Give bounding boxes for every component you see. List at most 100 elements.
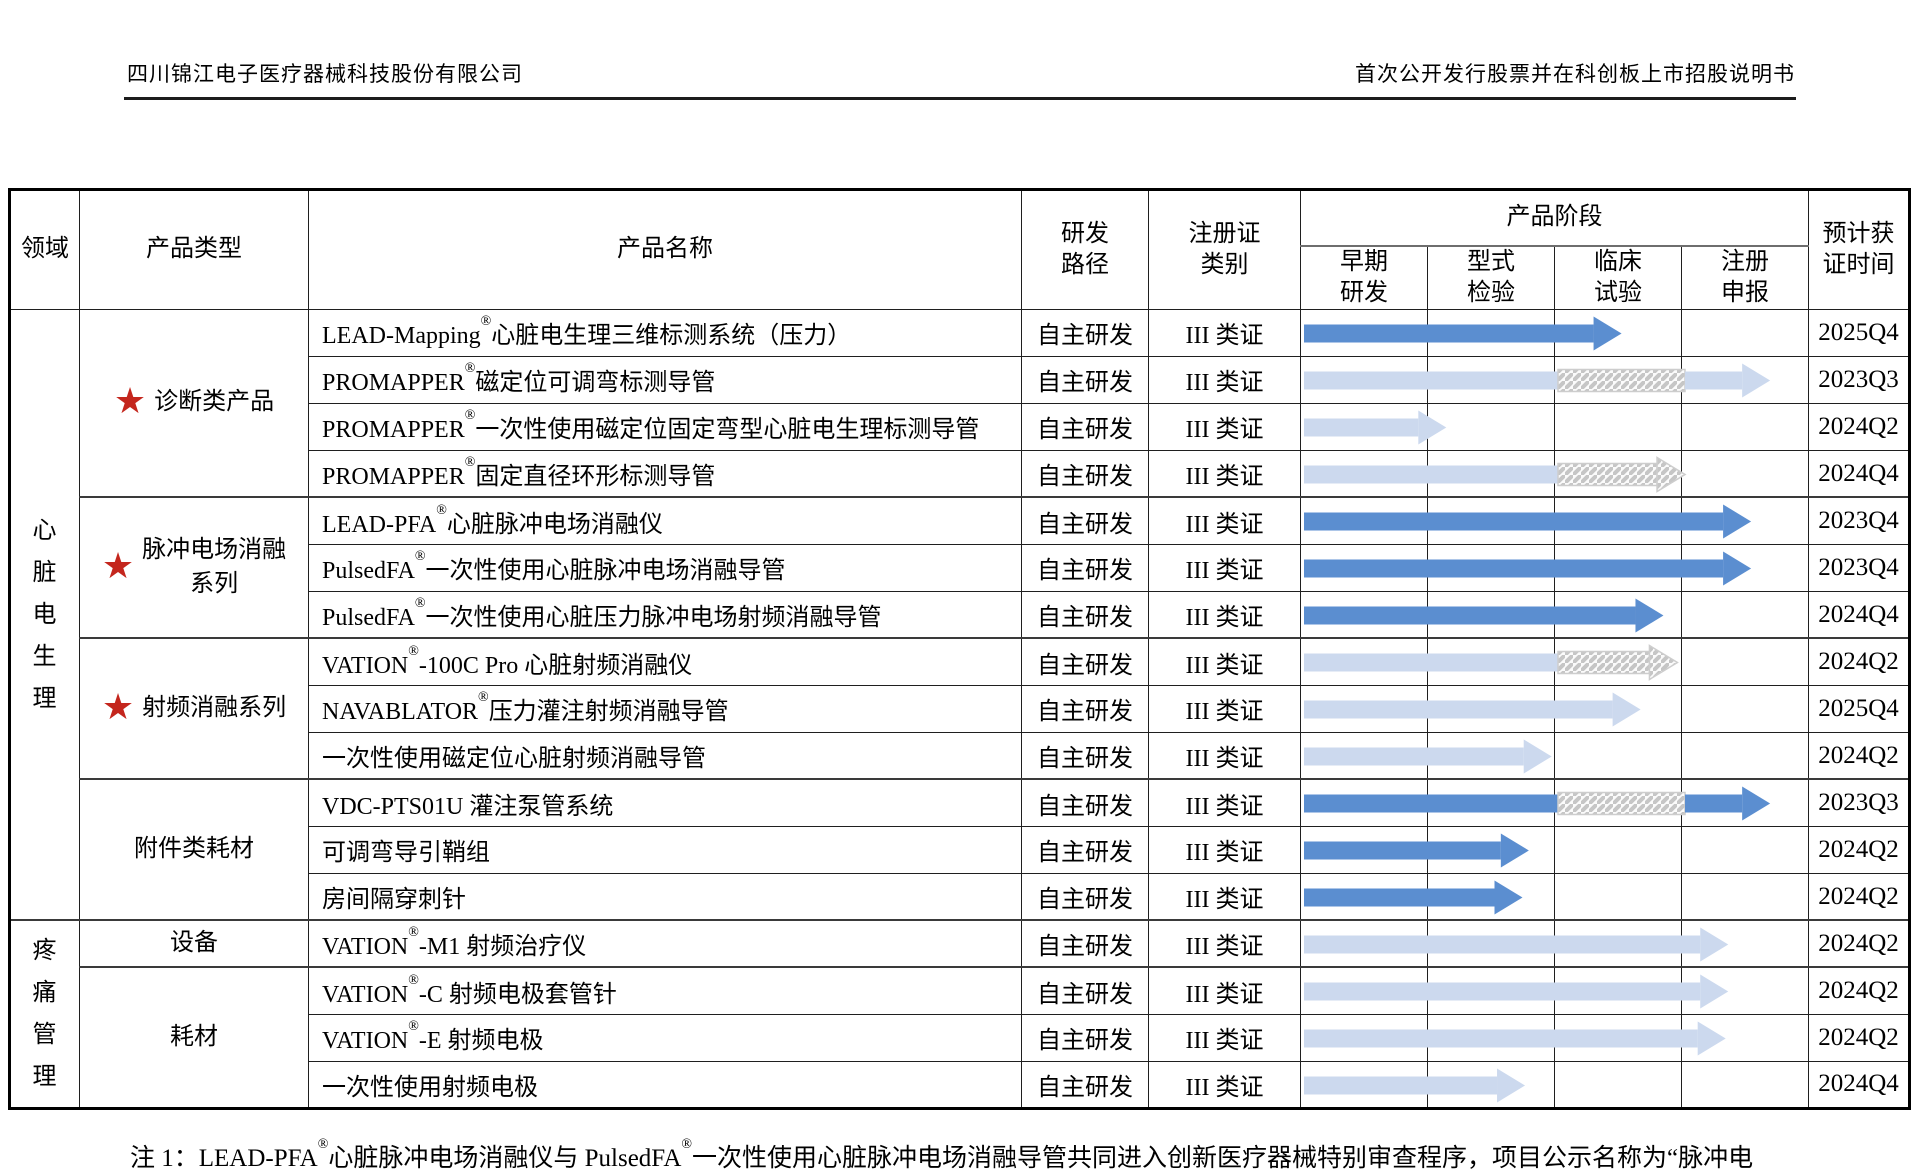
stage-cell — [1427, 919, 1555, 968]
table-row: 可调弯导引鞘组 自主研发 III 类证 2024Q2 — [10, 825, 1910, 874]
rd-path-cell: 自主研发 — [1021, 825, 1149, 874]
rd-path-cell: 自主研发 — [1021, 449, 1149, 498]
cert-class-cell: III 类证 — [1148, 637, 1301, 686]
rd-path-cell: 自主研发 — [1021, 637, 1149, 686]
product-name-cell: 一次性使用磁定位心脏射频消融导管 — [308, 731, 1022, 780]
stage-cell — [1681, 637, 1809, 686]
stage-cell — [1681, 402, 1809, 451]
rd-path-cell: 自主研发 — [1021, 1013, 1149, 1062]
product-type-cell: 耗材 — [79, 966, 309, 1109]
stage-cell — [1681, 543, 1809, 592]
stage-cell — [1427, 1013, 1555, 1062]
table-row: ★ 射频消融系列 VATION®-100C Pro 心脏射频消融仪 自主研发 III 类… — [10, 637, 1910, 780]
col-header-name: 产品名称 — [308, 189, 1022, 310]
cert-class-cell: III 类证 — [1148, 402, 1301, 451]
stage-cell — [1427, 825, 1555, 874]
stage-cell — [1427, 731, 1555, 780]
table-row: NAVABLATOR®压力灌注射频消融导管 自主研发 III 类证 2025Q4 — [10, 684, 1910, 733]
cert-class-cell: III 类证 — [1148, 1060, 1301, 1109]
stage-cell — [1554, 449, 1682, 498]
stage-cell — [1427, 449, 1555, 498]
stage-cell — [1427, 355, 1555, 404]
expected-date-cell: 2025Q4 — [1808, 308, 1910, 357]
table-row: 耗材 VATION®-C 射频电极套管针 自主研发 III 类证 2024Q2 — [10, 966, 1910, 1109]
rd-path-cell: 自主研发 — [1021, 543, 1149, 592]
stage-cell — [1554, 872, 1682, 921]
stage-cell — [1427, 543, 1555, 592]
rd-path-cell: 自主研发 — [1021, 355, 1149, 404]
product-type-cell: ★ 射频消融系列 — [79, 637, 309, 780]
stage-cell — [1681, 496, 1809, 545]
stage-cell — [1554, 966, 1682, 1015]
rd-path-cell: 自主研发 — [1021, 590, 1149, 639]
product-type-label: 设备 — [170, 930, 218, 957]
product-name-cell: PulsedFA®一次性使用心脏压力脉冲电场射频消融导管 — [308, 590, 1022, 639]
expected-date-cell: 2023Q4 — [1808, 496, 1910, 545]
cert-class-cell: III 类证 — [1148, 966, 1301, 1015]
cert-class-cell: III 类证 — [1148, 731, 1301, 780]
stage-cell — [1427, 637, 1555, 686]
col-header-stage-clinical: 临床 试验 — [1554, 245, 1682, 310]
table-row: 一次性使用射频电极 自主研发 III 类证 2024Q4 — [10, 1060, 1910, 1109]
page-header-doc-title: 首次公开发行股票并在科创板上市招股说明书 — [1355, 62, 1795, 86]
stage-cell — [1300, 1060, 1526, 1109]
stage-cell — [1554, 731, 1682, 780]
stage-cell — [1554, 778, 1682, 827]
stage-cell — [1300, 590, 1664, 639]
expected-date-cell: 2025Q4 — [1808, 684, 1910, 733]
product-name-cell: LEAD-Mapping®心脏电生理三维标测系统（压力） — [308, 308, 1022, 357]
rd-path-cell: 自主研发 — [1021, 308, 1149, 357]
rd-path-cell: 自主研发 — [1021, 684, 1149, 733]
product-type-label: 耗材 — [170, 1023, 218, 1050]
page-header-company: 四川锦江电子医疗器械科技股份有限公司 — [127, 62, 523, 86]
cert-class-cell: III 类证 — [1148, 1013, 1301, 1062]
stage-cell — [1681, 731, 1809, 780]
col-header-stage-typetest: 型式 检验 — [1427, 245, 1555, 310]
stage-cell — [1554, 637, 1682, 686]
product-pipeline-table: 领域 产品类型 产品名称 研发 路径 注册证 类别 产品阶段 预计获 证时间 早… — [8, 188, 1911, 1110]
stage-cell — [1554, 1060, 1682, 1109]
product-name-cell: PROMAPPER®固定直径环形标测导管 — [308, 449, 1022, 498]
rd-path-cell: 自主研发 — [1021, 919, 1149, 968]
col-header-type: 产品类型 — [79, 189, 309, 310]
cert-class-cell: III 类证 — [1148, 872, 1301, 921]
col-header-stage-registration: 注册 申报 — [1681, 245, 1809, 310]
stage-cell — [1427, 402, 1555, 451]
expected-date-cell: 2023Q3 — [1808, 778, 1910, 827]
product-type-label: 脉冲电场消融 系列 — [142, 537, 287, 597]
rd-path-cell: 自主研发 — [1021, 496, 1149, 545]
star-icon: ★ — [101, 545, 135, 586]
stage-cell — [1554, 543, 1682, 592]
expected-date-cell: 2023Q4 — [1808, 543, 1910, 592]
stage-cell — [1300, 684, 1641, 733]
stage-cell — [1427, 590, 1555, 639]
table-row: PulsedFA®一次性使用心脏脉冲电场消融导管 自主研发 III 类证 2023Q4 — [10, 543, 1910, 592]
stage-cell — [1300, 637, 1679, 686]
stage-cell — [1681, 1013, 1809, 1062]
product-type-label: 射频消融系列 — [142, 695, 287, 722]
stage-cell — [1681, 308, 1809, 357]
product-name-cell: 一次性使用射频电极 — [308, 1060, 1022, 1109]
star-icon: ★ — [113, 381, 147, 422]
col-header-time: 预计获 证时间 — [1808, 189, 1910, 310]
stage-cell — [1300, 355, 1771, 404]
page-header: 四川锦江电子医疗器械科技股份有限公司 首次公开发行股票并在科创板上市招股说明书 — [127, 58, 1795, 88]
product-name-cell: VATION®-E 射频电极 — [308, 1013, 1022, 1062]
cert-class-cell: III 类证 — [1148, 919, 1301, 968]
table-row: PulsedFA®一次性使用心脏压力脉冲电场射频消融导管 自主研发 III 类证 20… — [10, 590, 1910, 639]
table-row: PROMAPPER®磁定位可调弯标测导管 自主研发 III 类证 2023Q3 — [10, 355, 1910, 404]
cert-class-cell: III 类证 — [1148, 778, 1301, 827]
product-name-cell: 可调弯导引鞘组 — [308, 825, 1022, 874]
stage-cell — [1681, 966, 1809, 1015]
stage-cell — [1300, 872, 1523, 921]
area-cell: 心脏电生理 — [9, 308, 80, 921]
product-name-cell: VDC-PTS01U 灌注泵管系统 — [308, 778, 1022, 827]
expected-date-cell: 2024Q2 — [1808, 1013, 1910, 1062]
stage-cell — [1300, 919, 1729, 968]
expected-date-cell: 2024Q4 — [1808, 590, 1910, 639]
table-row: VATION®-E 射频电极 自主研发 III 类证 2024Q2 — [10, 1013, 1910, 1062]
stage-cell — [1554, 308, 1682, 357]
rd-path-cell: 自主研发 — [1021, 778, 1149, 827]
rd-path-cell: 自主研发 — [1021, 1060, 1149, 1109]
stage-cell — [1681, 684, 1809, 733]
